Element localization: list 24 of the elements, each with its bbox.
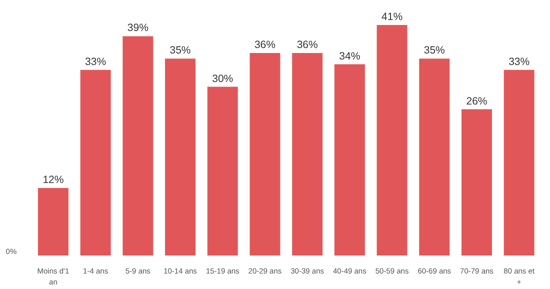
data-label: 12% xyxy=(42,174,64,186)
bar xyxy=(165,58,196,256)
bar xyxy=(419,58,450,256)
bar xyxy=(80,70,111,256)
bar xyxy=(292,53,323,256)
data-label: 30% xyxy=(212,72,234,85)
bar xyxy=(504,70,534,256)
bar xyxy=(122,36,154,256)
bar xyxy=(461,109,492,256)
data-label: 33% xyxy=(85,56,106,68)
data-label: 26% xyxy=(466,95,488,108)
data-label: 39% xyxy=(127,22,148,34)
data-label: 34% xyxy=(339,50,360,62)
data-label: 35% xyxy=(424,44,445,57)
bar xyxy=(334,64,365,256)
bar xyxy=(376,24,408,256)
data-label: 33% xyxy=(508,56,530,68)
bar xyxy=(38,188,68,256)
data-label: 36% xyxy=(296,39,318,52)
bar xyxy=(207,86,238,256)
data-label: 36% xyxy=(254,39,276,52)
data-label: 35% xyxy=(170,44,191,57)
data-label: 41% xyxy=(382,10,403,23)
bar xyxy=(250,53,280,256)
